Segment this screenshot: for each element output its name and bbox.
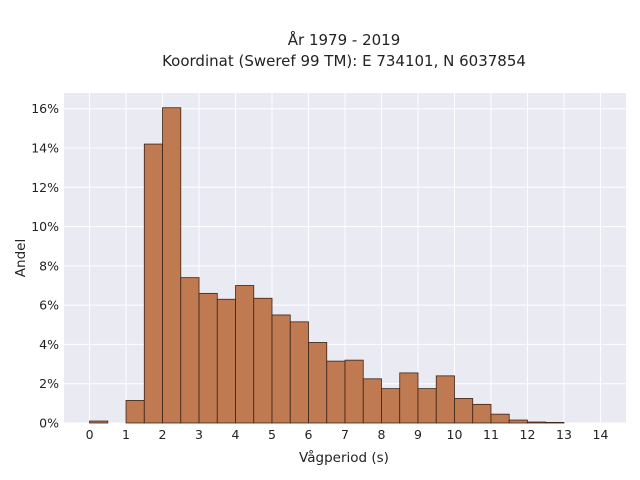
histogram-bar bbox=[326, 360, 346, 424]
x-tick-label: 5 bbox=[268, 427, 276, 442]
histogram-bar bbox=[308, 342, 328, 424]
x-tick-label: 12 bbox=[520, 427, 536, 442]
x-tick-label: 8 bbox=[378, 427, 386, 442]
x-axis-ticks: 0 1 2 3 4 5 6 7 8 9 10 11 12 13 14 bbox=[86, 427, 609, 442]
histogram-bar bbox=[417, 388, 437, 424]
histogram-bar bbox=[435, 375, 455, 424]
y-tick-label: 0% bbox=[39, 416, 59, 431]
x-tick-label: 7 bbox=[341, 427, 349, 442]
histogram-bar bbox=[235, 285, 255, 424]
histogram-bar bbox=[490, 413, 510, 424]
y-tick-label: 4% bbox=[39, 337, 59, 352]
histogram-bar bbox=[344, 359, 364, 424]
y-axis-label: Andel bbox=[13, 239, 29, 277]
y-tick-label: 6% bbox=[39, 298, 59, 313]
histogram-bar bbox=[399, 372, 419, 424]
histogram-bar bbox=[125, 400, 145, 424]
histogram-bar bbox=[253, 297, 273, 424]
x-tick-label: 0 bbox=[86, 427, 94, 442]
chart-title-line-2: Koordinat (Sweref 99 TM): E 734101, N 60… bbox=[162, 52, 526, 70]
x-tick-label: 11 bbox=[483, 427, 499, 442]
histogram-bar bbox=[381, 388, 401, 424]
histogram-bar bbox=[472, 403, 492, 424]
histogram-bar bbox=[89, 420, 109, 424]
bars bbox=[89, 107, 565, 424]
histogram-bar bbox=[143, 143, 163, 424]
histogram-bar bbox=[508, 419, 528, 424]
x-tick-label: 3 bbox=[195, 427, 203, 442]
histogram-bar bbox=[180, 277, 200, 424]
x-tick-label: 4 bbox=[232, 427, 240, 442]
histogram-bar bbox=[271, 314, 291, 424]
chart-title-line-1: År 1979 - 2019 bbox=[288, 30, 401, 49]
x-tick-label: 2 bbox=[159, 427, 167, 442]
y-tick-label: 14% bbox=[31, 141, 59, 156]
x-axis-label: Vågperiod (s) bbox=[299, 449, 389, 466]
y-tick-label: 12% bbox=[31, 180, 59, 195]
x-tick-label: 1 bbox=[122, 427, 130, 442]
histogram-bar bbox=[289, 321, 309, 424]
histogram-bar bbox=[362, 378, 382, 424]
histogram-bar bbox=[527, 421, 547, 424]
x-tick-label: 6 bbox=[305, 427, 313, 442]
histogram-bar bbox=[162, 107, 182, 424]
histogram-bar bbox=[545, 422, 565, 424]
y-tick-label: 2% bbox=[39, 376, 59, 391]
y-tick-label: 16% bbox=[31, 101, 59, 116]
y-tick-label: 10% bbox=[31, 219, 59, 234]
y-axis-ticks: 0% 2% 4% 6% 8% 10% 12% 14% 16% bbox=[31, 101, 59, 430]
histogram-bar bbox=[454, 398, 474, 424]
x-tick-label: 10 bbox=[447, 427, 463, 442]
histogram-bar bbox=[216, 298, 236, 424]
y-tick-label: 8% bbox=[39, 258, 59, 273]
x-tick-label: 9 bbox=[414, 427, 422, 442]
x-tick-label: 14 bbox=[593, 427, 609, 442]
histogram-bar bbox=[198, 292, 218, 424]
x-tick-label: 13 bbox=[556, 427, 572, 442]
